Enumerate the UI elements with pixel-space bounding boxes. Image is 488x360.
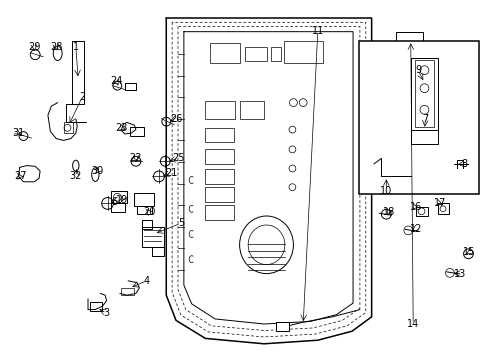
Bar [239,101,264,119]
Text: 25: 25 [172,153,184,163]
Text: 10: 10 [379,186,392,196]
Text: 14: 14 [406,319,419,329]
Text: 21: 21 [164,168,177,178]
Text: 30: 30 [91,166,104,176]
Text: 22: 22 [129,153,142,163]
Bar [129,127,144,136]
Bar [137,206,151,214]
Bar [134,193,154,206]
Text: 11: 11 [311,26,324,36]
Bar [398,41,419,50]
Bar [151,247,163,256]
Text: 12: 12 [408,224,421,234]
Text: 6: 6 [112,197,118,207]
Text: 19: 19 [116,195,128,205]
Text: 9: 9 [414,65,420,75]
Text: 18: 18 [382,207,394,217]
Bar [111,203,124,212]
Bar [63,122,73,133]
Text: 4: 4 [143,276,149,286]
Bar [276,322,288,331]
Text: 17: 17 [433,198,446,208]
Text: 24: 24 [110,76,122,86]
Text: 29: 29 [28,42,41,52]
Text: 16: 16 [408,202,421,212]
Bar [437,203,448,214]
Bar [410,58,437,130]
Text: 27: 27 [14,171,27,181]
Text: 8: 8 [461,159,467,169]
Bar [124,83,136,90]
Bar [210,43,239,63]
Text: 32: 32 [69,171,82,181]
Bar [410,130,437,144]
Bar [415,207,427,216]
Bar [205,169,233,184]
Text: 28: 28 [50,42,62,52]
Bar [244,47,266,61]
Bar [121,288,134,295]
Bar [205,128,233,142]
Bar [359,41,478,194]
Text: 2: 2 [79,92,85,102]
Text: 31: 31 [12,128,25,138]
Bar [142,220,151,229]
Bar [205,149,233,164]
Bar [271,47,281,61]
Text: 15: 15 [462,247,475,257]
Text: 13: 13 [452,269,465,279]
Bar [205,101,234,119]
Bar [111,191,127,203]
Bar [205,187,233,202]
Bar [72,41,84,104]
Bar [142,227,163,247]
Bar [283,41,322,63]
Bar [414,60,433,127]
Text: 23: 23 [115,123,127,133]
Text: 26: 26 [169,114,182,124]
Bar [90,302,102,311]
Bar [395,32,422,41]
Text: 7: 7 [422,114,427,124]
Text: 5: 5 [178,218,183,228]
Text: 1: 1 [73,42,79,52]
Bar [205,205,233,220]
Text: 20: 20 [142,207,155,217]
Text: 3: 3 [103,308,109,318]
